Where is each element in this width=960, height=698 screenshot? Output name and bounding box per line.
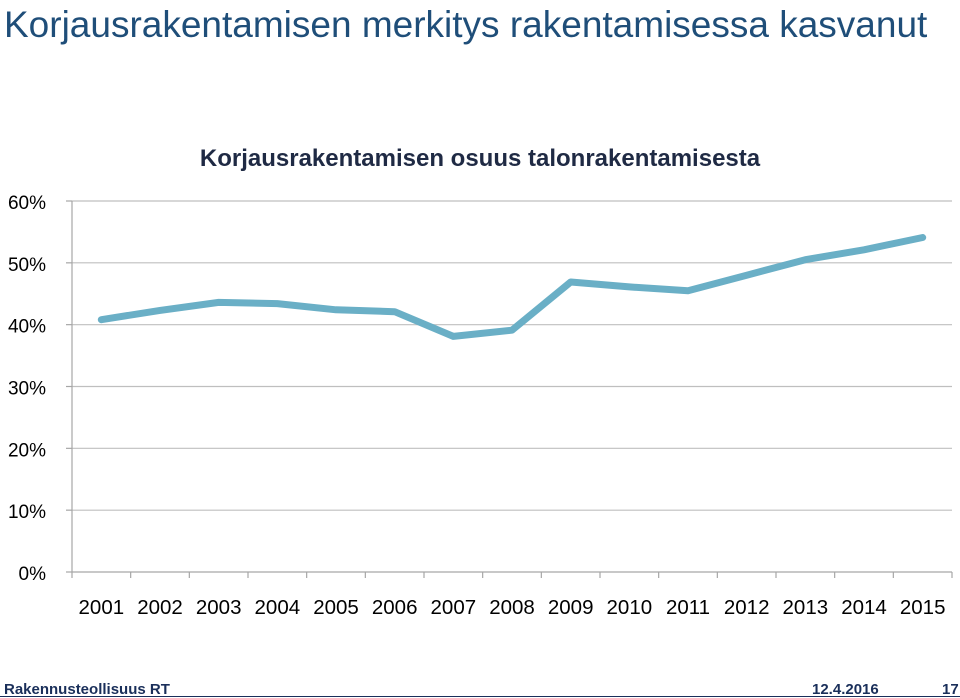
x-tick-label: 2005 <box>313 596 359 619</box>
x-tick-label: 2001 <box>79 596 125 619</box>
x-tick-label: 2010 <box>607 596 653 619</box>
y-tick-label: 60% <box>8 193 46 214</box>
x-tick-label: 2006 <box>372 596 418 619</box>
x-tick-label: 2015 <box>900 596 946 619</box>
x-tick-label: 2008 <box>489 596 535 619</box>
x-tick-label: 2014 <box>841 596 887 619</box>
y-tick-label: 10% <box>8 502 46 523</box>
series-line <box>101 238 922 337</box>
y-tick-label: 30% <box>8 379 46 400</box>
x-tick-label: 2004 <box>255 596 301 619</box>
x-tick-labels: 2001 2002 2003 2004 2005 2006 2007 2008 2009 2010… <box>79 596 946 619</box>
x-tick-label: 2012 <box>724 596 770 619</box>
x-tick-label: 2011 <box>666 596 710 619</box>
x-tick-label: 2003 <box>196 596 242 619</box>
y-tick-label: 0% <box>19 564 47 585</box>
x-tick-label: 2007 <box>431 596 477 619</box>
x-tick-label: 2013 <box>783 596 829 619</box>
y-tick-labels: 0% 10% 20% 30% 40% 50% 60% <box>8 193 46 585</box>
gridlines <box>72 201 952 510</box>
chart-title: Korjausrakentamisen osuus talonrakentami… <box>200 145 761 172</box>
y-tick-label: 50% <box>8 255 46 276</box>
y-tick-label: 20% <box>8 440 46 461</box>
x-tick-label: 2009 <box>548 596 594 619</box>
series <box>101 237 922 336</box>
x-tick-label: 2002 <box>137 596 183 619</box>
y-tick-label: 40% <box>8 317 46 338</box>
